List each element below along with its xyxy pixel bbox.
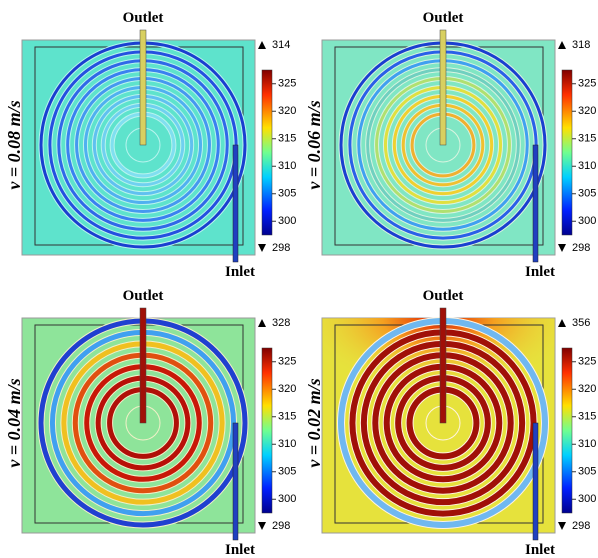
colorbar [562,70,572,235]
colorbar [262,348,272,513]
colorbar-tick-label: 300 [278,493,296,505]
max-marker [558,319,566,327]
inlet-pipe [533,145,538,262]
colorbar-tick-label: 325 [578,78,596,90]
colorbar [562,348,572,513]
colorbar-tick-label: 315 [278,411,296,423]
outlet-label: Outlet [123,288,164,304]
colorbar-tick-label: 310 [278,438,296,450]
colorbar-tick-label: 310 [278,160,296,172]
max-marker [258,41,266,49]
colorbar-tick-label: 300 [578,493,596,505]
min-marker [558,244,566,252]
max-label: 356 [572,317,590,329]
figure: Outlet Inlet v = 0.08 m/s 325 320 315 310 305 30… [0,0,598,558]
min-marker [258,522,266,530]
colorbar-tick-label: 315 [578,133,596,145]
velocity-label: v = 0.02 m/s [304,378,324,467]
outlet-pipe [140,308,146,423]
colorbar-tick-label: 325 [278,356,296,368]
colorbar-tick-label: 305 [278,466,296,478]
inlet-label: Inlet [525,264,555,280]
colorbar-tick-label: 325 [578,356,596,368]
colorbar-tick-label: 320 [578,383,596,395]
inlet-label: Inlet [225,542,255,558]
colorbar-tick-label: 320 [278,105,296,117]
outlet-label: Outlet [423,10,464,26]
min-label: 298 [272,520,290,532]
max-label: 318 [572,39,590,51]
min-marker [258,244,266,252]
inlet-label: Inlet [525,542,555,558]
outlet-pipe [140,30,146,145]
colorbar-tick-label: 320 [278,383,296,395]
min-label: 298 [272,242,290,254]
max-marker [558,41,566,49]
outlet-pipe [440,30,446,145]
min-label: 298 [572,520,590,532]
outlet-label: Outlet [123,10,164,26]
colorbar-tick-label: 300 [578,215,596,227]
colorbar-tick-label: 310 [578,160,596,172]
min-label: 298 [572,242,590,254]
velocity-label: v = 0.08 m/s [4,100,24,189]
max-marker [258,319,266,327]
inlet-pipe [233,423,238,540]
velocity-label: v = 0.04 m/s [4,378,24,467]
colorbar-tick-label: 305 [278,188,296,200]
min-marker [558,522,566,530]
colorbar-tick-label: 305 [578,188,596,200]
colorbar [262,70,272,235]
inlet-label: Inlet [225,264,255,280]
outlet-pipe [440,308,446,423]
inlet-pipe [233,145,238,262]
colorbar-tick-label: 325 [278,78,296,90]
max-label: 328 [272,317,290,329]
colorbar-tick-label: 320 [578,105,596,117]
colorbar-tick-label: 315 [578,411,596,423]
colorbar-tick-label: 305 [578,466,596,478]
colorbar-tick-label: 300 [278,215,296,227]
max-label: 314 [272,39,290,51]
velocity-label: v = 0.06 m/s [304,100,324,189]
outlet-label: Outlet [423,288,464,304]
inlet-pipe [533,423,538,540]
colorbar-tick-label: 315 [278,133,296,145]
colorbar-tick-label: 310 [578,438,596,450]
